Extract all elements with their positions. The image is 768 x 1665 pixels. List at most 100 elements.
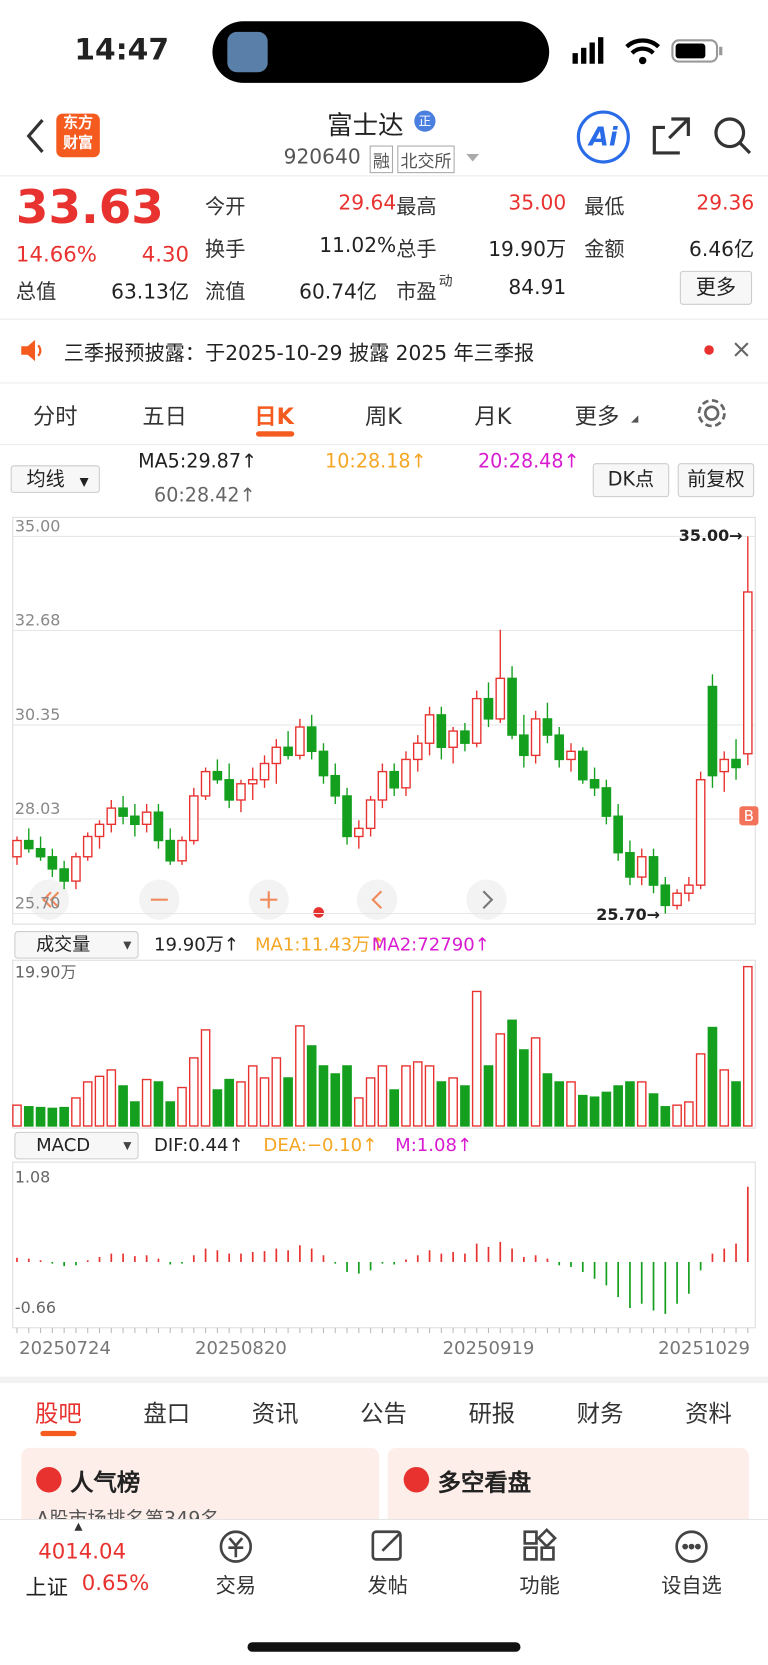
volume-bar — [295, 1025, 305, 1127]
news-tab[interactable]: 盘口 — [143, 1401, 191, 1428]
candle-body — [365, 799, 376, 830]
volume-bar — [731, 1081, 741, 1127]
volume-bar — [153, 1081, 164, 1127]
stat-label: 金额 — [584, 237, 625, 262]
candle-body — [530, 718, 541, 757]
candle-body — [212, 770, 223, 781]
candle-body — [389, 770, 400, 789]
divider — [0, 444, 768, 446]
candle-body — [707, 685, 718, 777]
stat-value: 19.90万 — [488, 237, 567, 262]
nav-item[interactable]: 设自选 — [661, 1574, 722, 1598]
candle-body — [271, 746, 282, 765]
adjust-button[interactable]: 前复权 — [677, 463, 755, 498]
price: 33.63 — [15, 180, 164, 235]
volume-bar — [625, 1081, 635, 1127]
legend-entry: DIF:0.44↑ — [154, 1135, 244, 1156]
period-tab[interactable]: 日K — [254, 403, 294, 430]
volume-bar — [495, 1033, 506, 1127]
stat-label: 总手 — [396, 237, 437, 262]
candle-body — [12, 839, 22, 858]
volume-bar — [283, 1077, 293, 1127]
candle-body — [342, 795, 352, 838]
volume-bar — [566, 1081, 576, 1127]
volume-bar — [71, 1097, 81, 1127]
period-tab[interactable]: 分时 — [32, 403, 78, 430]
y-tick-label: 32.68 — [15, 610, 61, 629]
news-tab[interactable]: 股吧 — [35, 1401, 82, 1428]
volume-bar — [684, 1101, 694, 1127]
volume-bar — [601, 1091, 612, 1127]
ma-select[interactable]: 均线 ▼ — [10, 465, 100, 493]
volume-bar — [94, 1075, 105, 1127]
candle-body — [130, 815, 140, 826]
unread-dot — [704, 345, 714, 355]
candle-body — [519, 734, 529, 757]
stat-label: 换手 — [205, 237, 246, 262]
news-tab[interactable]: 财务 — [576, 1401, 624, 1428]
candle-body — [436, 714, 447, 748]
chart-controls[interactable] — [28, 879, 507, 920]
settings-button[interactable] — [696, 397, 728, 429]
volume-bar — [35, 1106, 46, 1127]
period-tab[interactable]: 周K — [364, 403, 402, 430]
volume-bar — [424, 1065, 435, 1127]
news-tab[interactable]: 资料 — [685, 1401, 732, 1428]
y-tick-label: 25.70 — [15, 893, 61, 912]
stat-label: 今开 — [205, 195, 246, 219]
volume-bar — [636, 1081, 647, 1127]
x-tick-label: 20250724 — [19, 1338, 111, 1359]
nav-item[interactable]: 功能 — [519, 1574, 560, 1598]
news-tab[interactable]: 公告 — [360, 1401, 407, 1428]
volume-bar — [247, 1065, 258, 1127]
period-tab[interactable]: 月K — [474, 403, 512, 430]
more-button[interactable]: 更多 — [679, 270, 753, 305]
app-logo: 东方 财富 — [56, 113, 100, 158]
volume-bar — [59, 1106, 69, 1127]
notice[interactable]: 三季报预披露：于2025-10-29 披露 2025 年三季报 — [63, 342, 535, 366]
dk-button[interactable]: DK点 — [592, 463, 670, 498]
dropdown-arrow[interactable] — [465, 152, 480, 163]
stock-name: 富士达 — [327, 110, 404, 141]
candle-body — [141, 811, 152, 826]
home-indicator — [247, 1642, 521, 1652]
stat-label: 流值 — [205, 280, 246, 304]
period-tab[interactable]: 更多 — [574, 403, 620, 430]
ai-button[interactable]: Ai — [576, 110, 630, 164]
candle-body — [47, 856, 58, 870]
sentiment-card[interactable] — [387, 1447, 749, 1533]
nav-item[interactable]: 发帖 — [367, 1574, 408, 1598]
volume-bar — [648, 1093, 659, 1127]
search-button[interactable] — [712, 115, 754, 157]
extreme-label: 25.70→ — [596, 905, 660, 924]
volume-bar — [342, 1065, 352, 1127]
ma-label: 10:28.18↑ — [325, 450, 427, 473]
index-name[interactable]: 上证 — [25, 1574, 68, 1600]
share-button[interactable] — [650, 115, 692, 157]
candle-body — [460, 730, 470, 744]
y-tick-label: -0.66 — [15, 1298, 56, 1317]
y-tick-label: 28.03 — [15, 799, 61, 818]
tag: 融 — [369, 145, 394, 174]
news-tab[interactable]: 研报 — [468, 1401, 516, 1428]
x-tick-label: 20250919 — [443, 1338, 535, 1359]
popularity-card[interactable] — [21, 1447, 380, 1533]
news-tab[interactable]: 资讯 — [251, 1401, 299, 1428]
candle-body — [295, 726, 305, 757]
volume-bar — [141, 1078, 152, 1127]
candle-body — [106, 807, 117, 826]
more-arrow: ◢ — [630, 414, 639, 425]
ma-label: 20:28.48↑ — [478, 450, 580, 473]
nav-item[interactable]: 交易 — [215, 1574, 257, 1598]
indicator-select — [14, 1131, 139, 1160]
close-button[interactable] — [733, 341, 750, 358]
candle-body — [59, 868, 69, 882]
stat-value: 29.36 — [696, 191, 755, 215]
index-change[interactable]: 0.65% — [81, 1569, 150, 1596]
period-tab[interactable]: 五日 — [142, 403, 187, 430]
candle-body — [35, 847, 46, 858]
index-value[interactable]: 4014.04 — [38, 1538, 127, 1564]
back-button[interactable] — [23, 117, 48, 155]
